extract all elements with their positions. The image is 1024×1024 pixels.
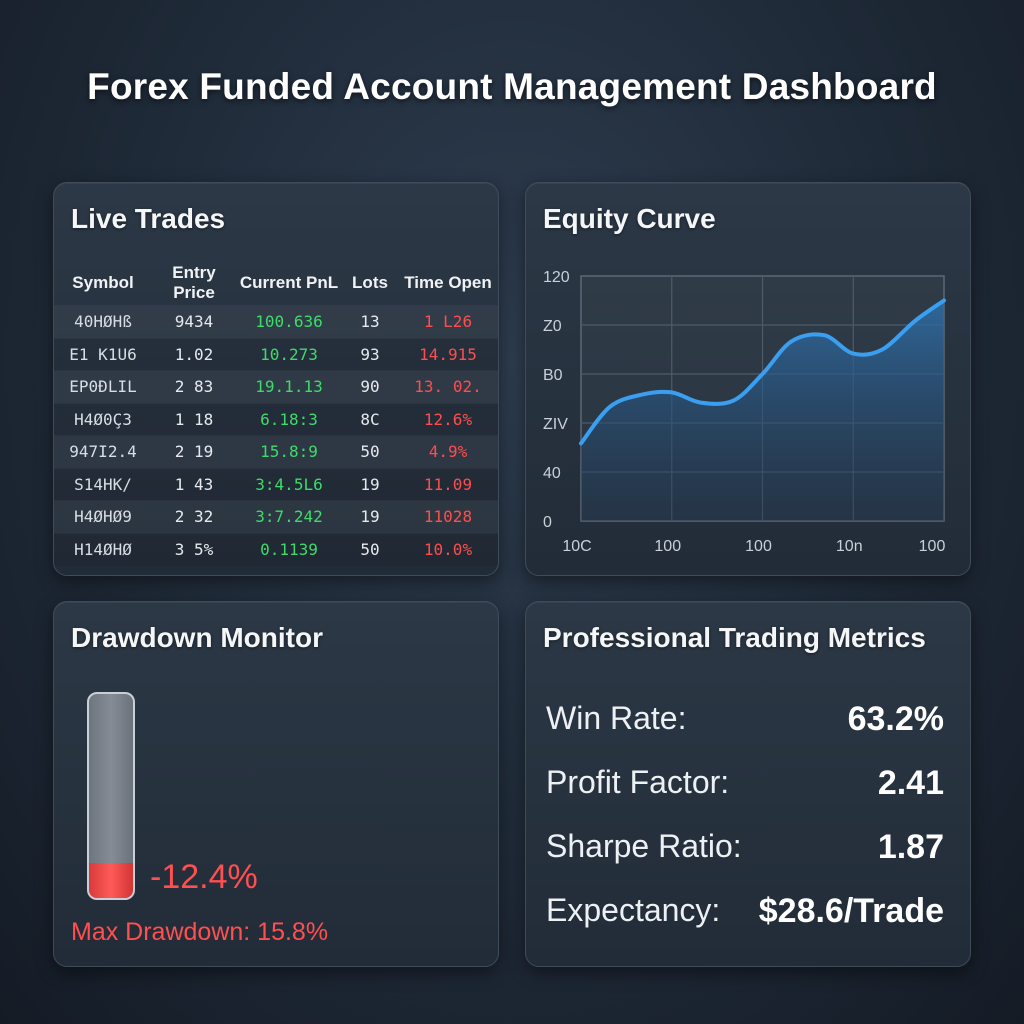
cell-lots: 13 (342, 305, 398, 338)
y-axis-ticks: 120 Z0 B0 ZIV 40 0 (543, 269, 570, 531)
cell-entry-price: 1 43 (152, 467, 236, 501)
col-header-lots[interactable]: Lots (352, 273, 388, 292)
cell-entry-price: 1 18 (152, 402, 236, 436)
table-row[interactable]: E1 K1U6 1.02 10.273 93 14.915 (54, 337, 498, 371)
trades-header-row: Symbol Entry Price Current PnL Lots Time… (54, 263, 498, 306)
equity-curve-title: Equity Curve (543, 203, 716, 234)
col-header-current-pnl[interactable]: Current PnL (239, 273, 339, 292)
equity-chart[interactable]: 120 Z0 B0 ZIV 40 0 10C 100 100 10n 100 (526, 183, 972, 577)
metric-label: Win Rate: (546, 700, 687, 736)
cell-lots: 93 (342, 337, 398, 371)
cell-symbol: H4ØHØ9 (54, 500, 152, 533)
cell-current-pnl: 6.18:3 (236, 402, 342, 436)
trades-table: Symbol Entry Price Current PnL Lots Time… (54, 263, 498, 566)
metric-label: Sharpe Ratio: (546, 828, 742, 864)
cell-symbol: 40HØHß (54, 305, 152, 338)
drawdown-gauge-fill (89, 863, 133, 898)
cell-entry-price: 2 83 (152, 370, 236, 403)
metric-label: Expectancy: (546, 892, 721, 928)
x-tick-label: 100 (919, 538, 946, 555)
trading-metrics-title: Professional Trading Metrics (543, 622, 926, 653)
cell-symbol: 947I2.4 (54, 435, 152, 468)
table-row[interactable]: 947I2.4 2 19 15.8:9 50 4.9% (54, 435, 498, 468)
metric-label: Profit Factor: (546, 764, 730, 800)
live-trades-panel: Live Trades Symbol Entry Price Current P… (53, 182, 499, 576)
cell-time-open: 10.0% (398, 532, 498, 566)
cell-symbol: EP0ƉLIL (54, 370, 152, 403)
y-tick-label: Z0 (543, 318, 562, 335)
cell-time-open: 1 L26 (398, 305, 498, 338)
cell-entry-price: 2 19 (152, 435, 236, 468)
cell-current-pnl: 0.1139 (236, 532, 342, 566)
table-row[interactable]: 40HØHß 9434 100.636 13 1 L26 (54, 305, 498, 338)
x-axis-ticks: 10C 100 100 10n 100 (562, 538, 945, 555)
cell-time-open: 11.09 (398, 467, 498, 501)
cell-symbol: E1 K1U6 (54, 337, 152, 371)
x-tick-label: 10n (836, 538, 863, 555)
cell-symbol: H4Ø0Ç3 (54, 402, 152, 436)
page-title: Forex Funded Account Management Dashboar… (87, 66, 937, 107)
table-row[interactable]: EP0ƉLIL 2 83 19.1.13 90 13. 02. (54, 370, 498, 403)
cell-lots: 90 (342, 370, 398, 403)
current-drawdown-value: -12.4% (150, 858, 258, 896)
cell-lots: 19 (342, 467, 398, 501)
live-trades-title: Live Trades (71, 203, 226, 234)
cell-entry-price: 9434 (152, 305, 236, 338)
cell-current-pnl: 19.1.13 (236, 370, 342, 403)
y-tick-label: 120 (543, 269, 570, 286)
table-row[interactable]: H4Ø0Ç3 1 18 6.18:3 8C 12.6% (54, 402, 498, 436)
x-tick-label: 100 (654, 538, 681, 555)
drawdown-monitor-title: Drawdown Monitor (71, 622, 323, 653)
metric-value: $28.6/Trade (758, 892, 944, 930)
metric-expectancy: Expectancy: $28.6/Trade (546, 892, 944, 932)
table-row[interactable]: S14HK/ 1 43 3:4.5L6 19 11.09 (54, 467, 498, 501)
table-row[interactable]: H14ØHØ 3 5% 0.1139 50 10.0% (54, 532, 498, 566)
x-tick-label: 100 (745, 538, 772, 555)
table-row[interactable]: H4ØHØ9 2 32 3:7.242 19 11028 (54, 500, 498, 533)
drawdown-monitor-panel: Drawdown Monitor -12.4% Max Drawdown: 15… (53, 601, 499, 967)
cell-entry-price: 3 5% (152, 532, 236, 566)
equity-line (579, 298, 946, 446)
drawdown-gauge (87, 692, 135, 900)
cell-time-open: 12.6% (398, 402, 498, 436)
cell-current-pnl: 100.636 (236, 305, 342, 338)
cell-time-open: 4.9% (398, 435, 498, 468)
cell-time-open: 14.915 (398, 337, 498, 371)
col-header-time-open[interactable]: Time Open (404, 273, 492, 292)
cell-lots: 19 (342, 500, 398, 533)
max-drawdown-label: Max Drawdown: 15.8% (71, 918, 329, 946)
y-tick-label: ZIV (543, 416, 568, 433)
metric-win-rate: Win Rate: 63.2% (546, 700, 944, 740)
cell-entry-price: 1.02 (152, 337, 236, 371)
cell-lots: 50 (342, 532, 398, 566)
cell-entry-price: 2 32 (152, 500, 236, 533)
y-tick-label: B0 (543, 367, 563, 384)
metric-value: 1.87 (877, 828, 944, 866)
cell-current-pnl: 15.8:9 (236, 435, 342, 468)
cell-symbol: H14ØHØ (54, 532, 152, 566)
metric-value: 2.41 (877, 764, 944, 802)
col-header-entry-price[interactable]: Entry Price (172, 263, 216, 302)
metric-sharpe-ratio: Sharpe Ratio: 1.87 (546, 828, 944, 868)
col-header-symbol[interactable]: Symbol (72, 273, 134, 292)
metric-profit-factor: Profit Factor: 2.41 (546, 764, 944, 804)
cell-symbol: S14HK/ (54, 467, 152, 501)
cell-current-pnl: 10.273 (236, 337, 342, 371)
cell-time-open: 11028 (398, 500, 498, 533)
cell-lots: 8C (342, 402, 398, 436)
equity-curve-panel: 120 Z0 B0 ZIV 40 0 10C 100 100 10n 100 Equity Cur… (525, 182, 971, 576)
trading-metrics-panel: Professional Trading Metrics Win Rate: 6… (525, 601, 971, 967)
cell-time-open: 13. 02. (398, 370, 498, 403)
cell-current-pnl: 3:7.242 (236, 500, 342, 533)
x-tick-label: 10C (562, 538, 591, 555)
y-tick-label: 0 (543, 514, 552, 531)
y-tick-label: 40 (543, 465, 561, 482)
metric-value: 63.2% (847, 700, 944, 738)
cell-current-pnl: 3:4.5L6 (236, 467, 342, 501)
cell-lots: 50 (342, 435, 398, 468)
